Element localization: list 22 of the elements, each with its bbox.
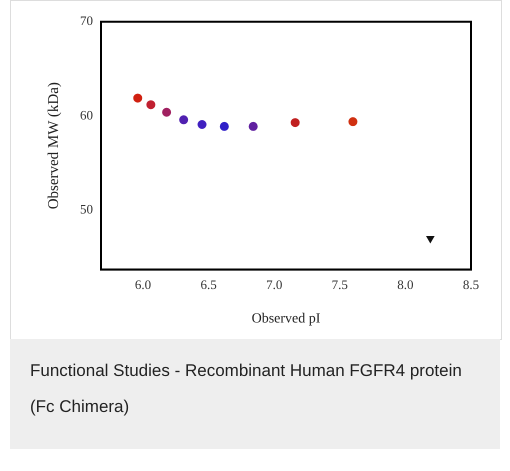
x-tick-label: 7.0 bbox=[266, 276, 282, 292]
point bbox=[290, 118, 300, 128]
x-tick-label: 7.5 bbox=[332, 276, 348, 292]
y-axis-title: Observed MW (kDa) bbox=[46, 82, 62, 210]
y-tick-label: 50 bbox=[80, 202, 93, 217]
y-tick-label: 70 bbox=[80, 13, 93, 28]
x-axis-title: Observed pI bbox=[252, 311, 321, 326]
point bbox=[198, 120, 207, 129]
x-tick-label: 8.5 bbox=[462, 276, 480, 292]
text: Functional Studies - Recombinant Human FGFR4 protein (Fc Chimera) bbox=[30, 360, 463, 418]
x-tick-label: 6.0 bbox=[134, 276, 152, 292]
point bbox=[179, 115, 188, 124]
x-tick-label: 8.0 bbox=[397, 276, 414, 292]
x-tick-label: 6.5 bbox=[200, 276, 217, 292]
point bbox=[348, 117, 358, 126]
point bbox=[133, 94, 142, 103]
point bbox=[426, 236, 434, 244]
point bbox=[220, 122, 229, 131]
point bbox=[162, 108, 172, 117]
y-tick-label: 60 bbox=[80, 107, 93, 122]
point bbox=[248, 122, 258, 131]
point bbox=[146, 100, 156, 110]
